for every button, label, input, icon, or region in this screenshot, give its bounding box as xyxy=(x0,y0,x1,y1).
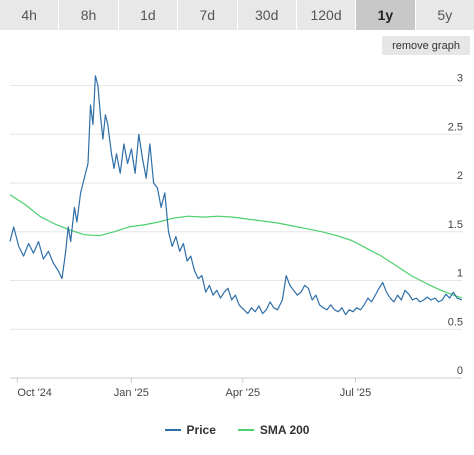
range-tab-7d[interactable]: 7d xyxy=(178,0,238,30)
y-axis: 0 0.5 1 1.5 2 2.5 3 xyxy=(448,73,463,378)
range-tabs: 4h 8h 1d 7d 30d 120d 1y 5y xyxy=(0,0,474,30)
range-tab-1d[interactable]: 1d xyxy=(118,0,179,30)
sma-series xyxy=(9,194,463,299)
y-tick-label: 0 xyxy=(457,365,463,377)
x-tick-label: Oct '24 xyxy=(17,387,52,399)
sma-200-line xyxy=(9,194,463,299)
legend: Price SMA 200 xyxy=(0,420,474,440)
legend-label-price: Price xyxy=(186,423,216,437)
y-tick-label: 3 xyxy=(457,73,463,85)
y-tick-label: 1.5 xyxy=(448,219,463,231)
range-tab-30d[interactable]: 30d xyxy=(237,0,297,30)
legend-label-sma: SMA 200 xyxy=(259,423,310,437)
range-tab-4h[interactable]: 4h xyxy=(0,0,60,30)
legend-item-price[interactable]: Price xyxy=(164,423,216,437)
y-tick-label: 1 xyxy=(457,268,463,280)
range-tab-8h[interactable]: 8h xyxy=(59,0,119,30)
range-tab-1y[interactable]: 1y xyxy=(356,0,416,30)
y-tick-label: 2.5 xyxy=(448,121,463,133)
legend-item-sma[interactable]: SMA 200 xyxy=(237,423,310,437)
sma-swatch-icon xyxy=(237,429,254,431)
y-tick-label: 0.5 xyxy=(448,316,463,328)
x-tick-label: Apr '25 xyxy=(226,387,261,399)
x-axis: Oct '24 Jan '25 Apr '25 Jul '25 xyxy=(10,377,462,399)
range-tab-5y[interactable]: 5y xyxy=(415,0,474,30)
grid-lines xyxy=(10,85,462,379)
price-swatch-icon xyxy=(164,429,181,431)
remove-graph-button[interactable]: remove graph xyxy=(382,36,470,55)
range-tab-120d[interactable]: 120d xyxy=(296,0,357,30)
price-chart: Oct '24 Jan '25 Apr '25 Jul '25 0 0.5 1 1.5 2 2.… xyxy=(9,73,463,399)
y-tick-label: 2 xyxy=(457,170,463,182)
x-tick-label: Jul '25 xyxy=(340,387,371,399)
price-series xyxy=(9,75,463,316)
x-tick-label: Jan '25 xyxy=(114,387,149,399)
price-line xyxy=(9,75,463,316)
